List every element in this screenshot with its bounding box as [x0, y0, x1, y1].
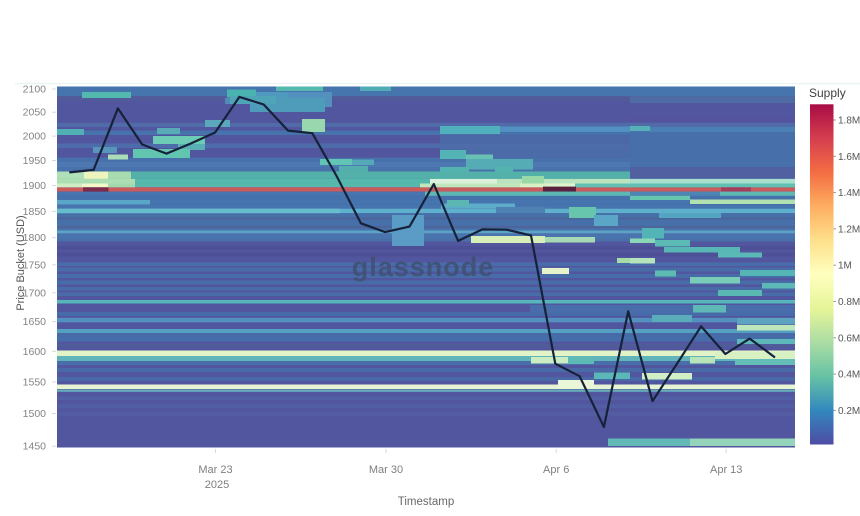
- svg-text:1550: 1550: [23, 376, 47, 388]
- svg-text:1700: 1700: [23, 287, 47, 299]
- svg-text:1650: 1650: [23, 316, 47, 328]
- svg-text:2000: 2000: [23, 131, 47, 143]
- svg-text:1.4M: 1.4M: [838, 188, 860, 199]
- svg-text:1.6M: 1.6M: [838, 152, 860, 163]
- svg-text:0.4M: 0.4M: [838, 370, 860, 381]
- svg-text:1600: 1600: [23, 346, 47, 358]
- svg-text:1750: 1750: [23, 259, 47, 271]
- svg-text:1950: 1950: [23, 155, 47, 167]
- svg-text:Apr 6: Apr 6: [543, 464, 569, 476]
- svg-text:Timestamp: Timestamp: [398, 496, 454, 508]
- svg-text:Mar 30: Mar 30: [369, 464, 403, 476]
- svg-text:2025: 2025: [205, 479, 229, 491]
- svg-text:0.8M: 0.8M: [838, 297, 860, 308]
- svg-text:2050: 2050: [23, 107, 47, 119]
- svg-text:glassnode: glassnode: [352, 252, 495, 282]
- svg-text:1450: 1450: [23, 441, 47, 453]
- svg-text:Mar 23: Mar 23: [198, 464, 232, 476]
- svg-text:1800: 1800: [23, 232, 47, 244]
- svg-text:0.2M: 0.2M: [838, 406, 860, 417]
- svg-text:Apr 13: Apr 13: [710, 464, 742, 476]
- svg-text:1500: 1500: [23, 408, 47, 420]
- svg-text:Supply: Supply: [809, 86, 846, 100]
- svg-text:Price Bucket (USD): Price Bucket (USD): [15, 215, 27, 310]
- svg-text:1.2M: 1.2M: [838, 224, 860, 235]
- svg-text:0.6M: 0.6M: [838, 333, 860, 344]
- svg-text:1.8M: 1.8M: [838, 116, 860, 127]
- svg-text:1850: 1850: [23, 206, 47, 218]
- svg-text:1M: 1M: [838, 261, 852, 272]
- svg-text:2100: 2100: [23, 84, 47, 96]
- svg-text:1900: 1900: [23, 180, 47, 192]
